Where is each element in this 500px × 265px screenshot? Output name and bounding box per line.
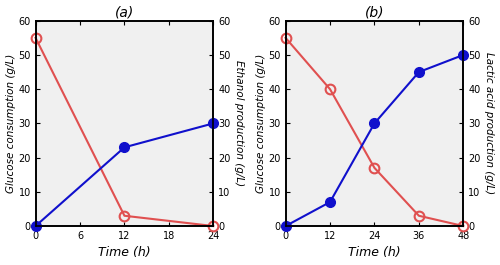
Y-axis label: Glucose consumption (g/L): Glucose consumption (g/L): [256, 54, 266, 193]
Y-axis label: Ethanol production (g/L): Ethanol production (g/L): [234, 60, 244, 187]
X-axis label: Time (h): Time (h): [98, 246, 151, 259]
Y-axis label: Glucose consumption (g/L): Glucose consumption (g/L): [6, 54, 16, 193]
Title: (a): (a): [115, 6, 134, 20]
X-axis label: Time (h): Time (h): [348, 246, 401, 259]
Title: (b): (b): [364, 6, 384, 20]
Y-axis label: Lactic acid production (g/L): Lactic acid production (g/L): [484, 52, 494, 195]
